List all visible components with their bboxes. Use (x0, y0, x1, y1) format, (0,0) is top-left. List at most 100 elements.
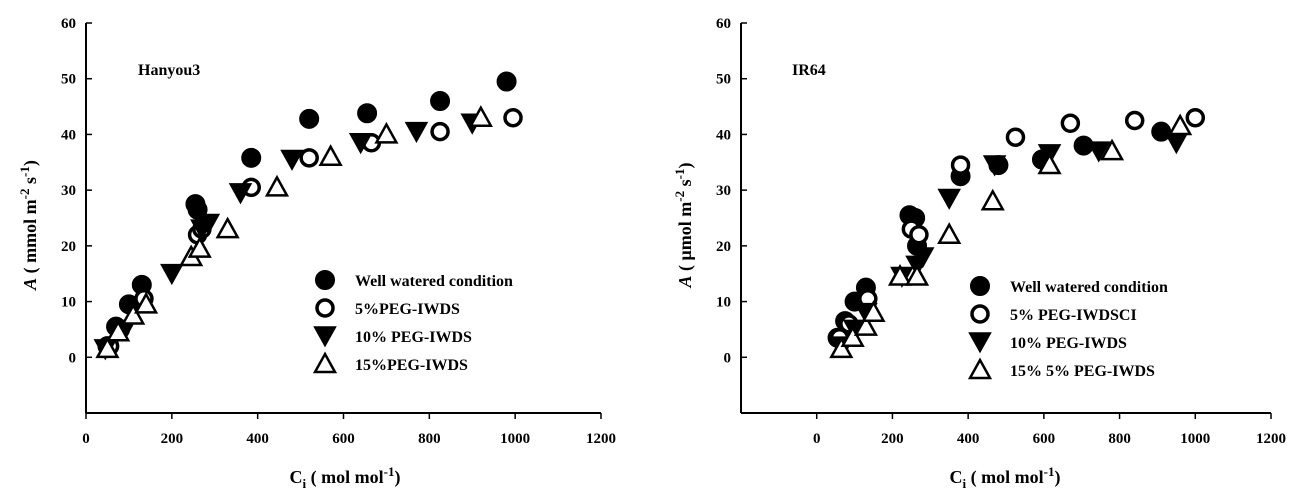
data-point (121, 302, 146, 325)
data-point (430, 121, 450, 142)
legend-label: 15%PEG-IWDS (355, 357, 468, 374)
y-tick-label: 40 (61, 127, 76, 143)
data-point (829, 336, 854, 359)
x-axis-label: Ci ( mol mol-1) (290, 464, 401, 491)
y-tick-label: 50 (716, 72, 731, 88)
x-tick-label: 1200 (586, 431, 616, 447)
data-point (937, 222, 962, 244)
data-point (1168, 113, 1193, 136)
legend: Well watered condition 5% PEG-IWDSCI 10% P… (967, 276, 1168, 380)
x-tick-label: 1000 (500, 431, 530, 447)
x-tick-label: 400 (957, 431, 980, 447)
x-tick-label: 600 (332, 431, 355, 447)
data-point (374, 121, 399, 144)
y-tick-label: 60 (716, 16, 731, 32)
data-point (1185, 107, 1206, 128)
legend-marker (313, 326, 337, 348)
data-point (215, 216, 240, 239)
y-tick-label: 0 (724, 350, 732, 366)
data-point (228, 183, 253, 205)
y-tick-label: 10 (716, 295, 731, 311)
data-point (348, 132, 373, 155)
legend-label: 15% 5% PEG-IWDS (1010, 363, 1155, 380)
legend-marker (968, 332, 992, 354)
data-point (160, 263, 184, 286)
data-point (1164, 132, 1189, 155)
legend-label: 5%PEG-IWDS (355, 301, 460, 318)
chart-ir64: 0 10 20 30 40 50 60 0 200 400 600 800 1000 1200 IR64… (672, 16, 1286, 491)
y-tick-label: 0 (69, 350, 77, 366)
x-tick-label: 1200 (1256, 431, 1286, 447)
x-tick-label: 0 (82, 431, 90, 447)
data-point (1037, 152, 1062, 175)
chart-title: Hanyou3 (138, 62, 200, 79)
data-point (1005, 127, 1026, 147)
data-point (357, 103, 378, 124)
legend-label: 10% PEG-IWDS (355, 329, 472, 346)
data-point (1124, 110, 1145, 131)
data-point (133, 291, 159, 314)
legend-label: Well watered condition (355, 273, 513, 290)
x-tick-label: 200 (881, 431, 904, 447)
legend-marker (967, 357, 993, 380)
x-tick-label: 1000 (1180, 431, 1210, 447)
data-point (496, 71, 517, 92)
data-point (404, 121, 429, 144)
data-point (318, 144, 343, 166)
data-point (861, 300, 886, 322)
data-point (196, 213, 221, 235)
data-point (299, 108, 320, 129)
y-tick-label: 20 (61, 239, 76, 255)
y-axis-label: A ( μmol m-2 s-1) (672, 163, 696, 289)
data-point (95, 336, 120, 359)
data-point (887, 263, 913, 286)
y-tick-label: 20 (716, 239, 731, 255)
chart-title: IR64 (792, 62, 826, 79)
x-tick-label: 200 (161, 431, 184, 447)
data-point (853, 314, 879, 336)
data-point (299, 148, 319, 168)
data-point (909, 224, 929, 245)
legend-label: Well watered condition (1010, 279, 1168, 296)
data-point (980, 188, 1005, 211)
x-tick-label: 0 (813, 431, 821, 447)
y-tick-label: 30 (61, 183, 76, 199)
y-axis-label: A ( mmol m-2 s-1) (17, 160, 41, 291)
y-tick-label: 40 (716, 127, 731, 143)
legend-marker (315, 298, 335, 318)
data-point (904, 263, 930, 286)
x-tick-label: 800 (1108, 431, 1131, 447)
legend: Well watered condition 5%PEG-IWDS 10% PEG-… (312, 270, 513, 374)
data-point (280, 149, 304, 171)
legend-marker (970, 276, 990, 296)
data-point (982, 155, 1007, 177)
data-point (430, 91, 451, 111)
data-point (503, 107, 523, 128)
data-point (910, 247, 935, 269)
legend-marker (312, 351, 338, 374)
data-point (1086, 141, 1111, 163)
data-point (937, 188, 961, 210)
legend-label: 10% PEG-IWDS (1010, 335, 1127, 352)
chart-hanyou3: 0 10 20 30 40 50 60 0 200 400 600 800 1000 1200 Hany… (17, 16, 616, 491)
data-point (1099, 138, 1125, 161)
data-point (840, 325, 865, 348)
x-tick-label: 600 (1033, 431, 1056, 447)
y-tick-label: 30 (716, 183, 731, 199)
data-point (950, 155, 971, 175)
legend-label: 5% PEG-IWDSCI (1010, 307, 1137, 324)
data-point (106, 319, 131, 342)
legend-marker (970, 304, 990, 324)
legend-marker (315, 270, 335, 290)
data-point (241, 147, 262, 168)
data-point (187, 236, 212, 258)
data-point (1060, 113, 1081, 134)
y-tick-label: 10 (61, 295, 76, 311)
x-tick-label: 400 (246, 431, 269, 447)
data-point (468, 105, 493, 127)
y-tick-label: 50 (61, 72, 76, 88)
x-tick-label: 800 (418, 431, 441, 447)
y-tick-label: 60 (61, 16, 76, 32)
x-axis-label: Ci ( mol mol-1) (950, 464, 1061, 491)
